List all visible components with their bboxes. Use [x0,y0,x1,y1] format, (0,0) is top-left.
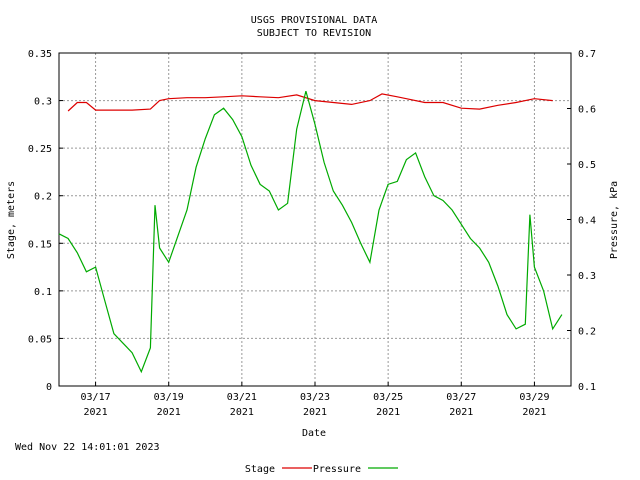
x-tick-year: 2021 [449,407,473,418]
right-tick-label: 0.2 [578,327,596,338]
left-tick-label: 0.3 [34,97,52,108]
x-tick-label: 03/25 [373,392,403,403]
x-tick-label: 03/29 [519,392,549,403]
right-tick-label: 0.7 [578,49,596,60]
x-tick-label: 03/19 [154,392,184,403]
grid [59,53,571,386]
x-axis: 03/17 2021 03/19 2021 03/21 2021 03/23 2021 03/2… [81,382,549,418]
chart-title-line2: SUBJECT TO REVISION [257,28,371,39]
series-layer [58,90,563,374]
right-tick-label: 0.3 [578,271,596,282]
x-tick-year: 2021 [157,407,181,418]
x-tick-year: 2021 [376,407,400,418]
x-tick-year: 2021 [522,407,546,418]
left-tick-label: 0.1 [34,287,52,298]
left-tick-label: 0.2 [34,192,52,203]
left-axis: 0 0.05 0.1 0.15 0.2 0.25 0.3 0.35 [28,49,63,393]
right-tick-label: 0.4 [578,216,596,227]
legend-label-pressure: Pressure [313,464,361,475]
y-axis-right-label: Pressure, kPa [609,181,620,259]
timestamp: Wed Nov 22 14:01:01 2023 [15,442,160,453]
x-tick-year: 2021 [84,407,108,418]
left-tick-label: 0.35 [28,49,52,60]
left-tick-label: 0 [46,382,52,393]
right-axis: 0.1 0.2 0.3 0.4 0.5 0.6 0.7 [567,49,596,393]
x-tick-label: 03/23 [300,392,330,403]
x-tick-label: 03/27 [446,392,476,403]
chart-title-line1: USGS PROVISIONAL DATA [251,15,377,26]
series-stage-line [67,93,553,112]
right-tick-label: 0.5 [578,160,596,171]
series-pressure-line [58,90,563,374]
x-tick-year: 2021 [303,407,327,418]
legend: Stage Pressure [245,464,398,475]
left-tick-label: 0.15 [28,239,52,250]
right-tick-label: 0.6 [578,105,596,116]
x-axis-label: Date [302,428,326,439]
legend-label-stage: Stage [245,464,275,475]
x-tick-label: 03/17 [81,392,111,403]
left-tick-label: 0.25 [28,144,52,155]
x-tick-label: 03/21 [227,392,257,403]
y-axis-left-label: Stage, meters [6,181,17,259]
left-tick-label: 0.05 [28,334,52,345]
x-tick-year: 2021 [230,407,254,418]
right-tick-label: 0.1 [578,382,596,393]
